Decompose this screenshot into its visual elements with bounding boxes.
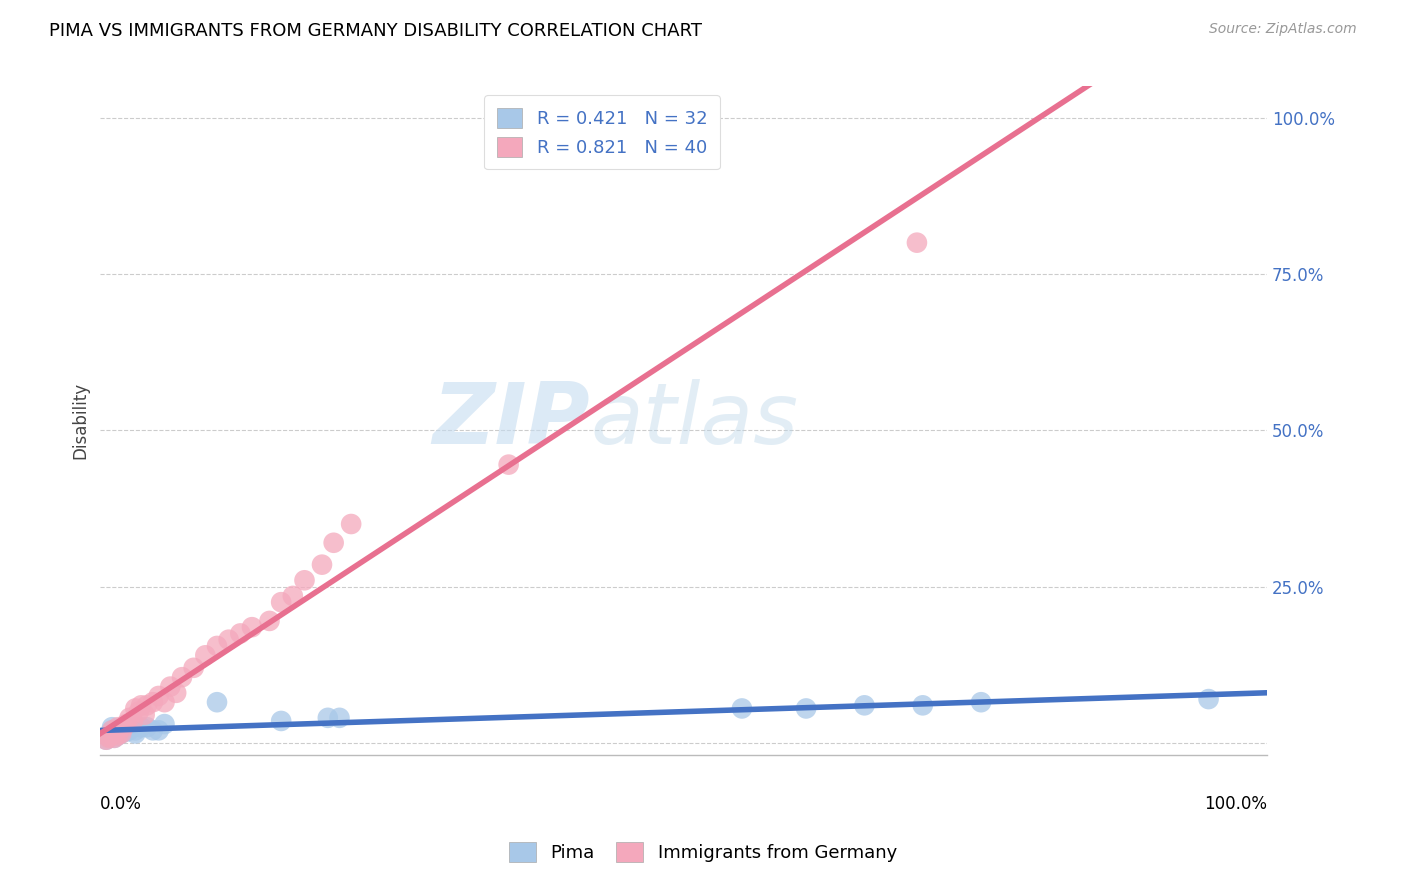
Point bbox=[136, 720, 159, 734]
Point bbox=[905, 235, 928, 250]
Point bbox=[112, 720, 135, 734]
Point bbox=[240, 620, 263, 634]
Point bbox=[229, 626, 252, 640]
Point bbox=[101, 720, 124, 734]
Legend: Pima, Immigrants from Germany: Pima, Immigrants from Germany bbox=[502, 835, 904, 870]
Point bbox=[104, 724, 127, 739]
Point bbox=[970, 695, 993, 709]
Point bbox=[322, 535, 344, 549]
Point bbox=[112, 723, 135, 738]
Point bbox=[128, 705, 150, 719]
Text: atlas: atlas bbox=[591, 379, 799, 462]
Point bbox=[148, 723, 170, 738]
Point bbox=[118, 711, 141, 725]
Point bbox=[911, 698, 934, 713]
Point bbox=[142, 723, 165, 738]
Point bbox=[118, 723, 141, 738]
Point bbox=[107, 722, 129, 736]
Point bbox=[731, 701, 754, 715]
Point bbox=[205, 695, 228, 709]
Point bbox=[97, 731, 120, 745]
Text: ZIP: ZIP bbox=[433, 379, 591, 462]
Point bbox=[281, 589, 304, 603]
Point bbox=[170, 670, 193, 684]
Point bbox=[259, 614, 281, 628]
Point bbox=[194, 648, 217, 663]
Point bbox=[104, 724, 127, 739]
Point bbox=[136, 698, 159, 713]
Text: Source: ZipAtlas.com: Source: ZipAtlas.com bbox=[1209, 22, 1357, 37]
Point bbox=[107, 728, 129, 742]
Point bbox=[328, 711, 350, 725]
Point bbox=[294, 574, 316, 588]
Text: PIMA VS IMMIGRANTS FROM GERMANY DISABILITY CORRELATION CHART: PIMA VS IMMIGRANTS FROM GERMANY DISABILI… bbox=[49, 22, 702, 40]
Point bbox=[107, 720, 129, 734]
Point bbox=[98, 726, 121, 740]
Point bbox=[96, 732, 118, 747]
Point bbox=[498, 458, 520, 472]
Point bbox=[101, 723, 124, 738]
Point bbox=[103, 731, 125, 745]
Point bbox=[159, 680, 181, 694]
Point bbox=[270, 595, 292, 609]
Point bbox=[218, 632, 240, 647]
Point bbox=[98, 730, 121, 744]
Point bbox=[112, 720, 135, 734]
Point bbox=[853, 698, 876, 713]
Point bbox=[110, 726, 132, 740]
Legend: R = 0.421   N = 32, R = 0.821   N = 40: R = 0.421 N = 32, R = 0.821 N = 40 bbox=[484, 95, 720, 169]
Point bbox=[122, 720, 145, 734]
Point bbox=[153, 695, 176, 709]
Point bbox=[316, 711, 339, 725]
Point bbox=[205, 639, 228, 653]
Point bbox=[142, 695, 165, 709]
Point bbox=[124, 701, 146, 715]
Point bbox=[101, 723, 124, 738]
Point bbox=[101, 726, 124, 740]
Point bbox=[122, 714, 145, 728]
Point bbox=[129, 720, 152, 734]
Point bbox=[124, 726, 146, 740]
Y-axis label: Disability: Disability bbox=[72, 383, 89, 459]
Point bbox=[148, 689, 170, 703]
Point bbox=[153, 717, 176, 731]
Point bbox=[1198, 692, 1220, 706]
Point bbox=[107, 728, 129, 742]
Point bbox=[124, 723, 146, 738]
Point bbox=[270, 714, 292, 728]
Text: 100.0%: 100.0% bbox=[1204, 796, 1267, 814]
Point bbox=[97, 730, 120, 744]
Point bbox=[115, 724, 138, 739]
Point bbox=[794, 701, 817, 715]
Text: 0.0%: 0.0% bbox=[100, 796, 142, 814]
Point bbox=[110, 726, 132, 740]
Point bbox=[340, 516, 363, 531]
Point bbox=[183, 661, 205, 675]
Point bbox=[165, 686, 187, 700]
Point bbox=[134, 707, 156, 722]
Point bbox=[129, 698, 152, 713]
Point bbox=[311, 558, 333, 572]
Point bbox=[115, 717, 138, 731]
Point bbox=[103, 731, 125, 745]
Point bbox=[96, 732, 118, 747]
